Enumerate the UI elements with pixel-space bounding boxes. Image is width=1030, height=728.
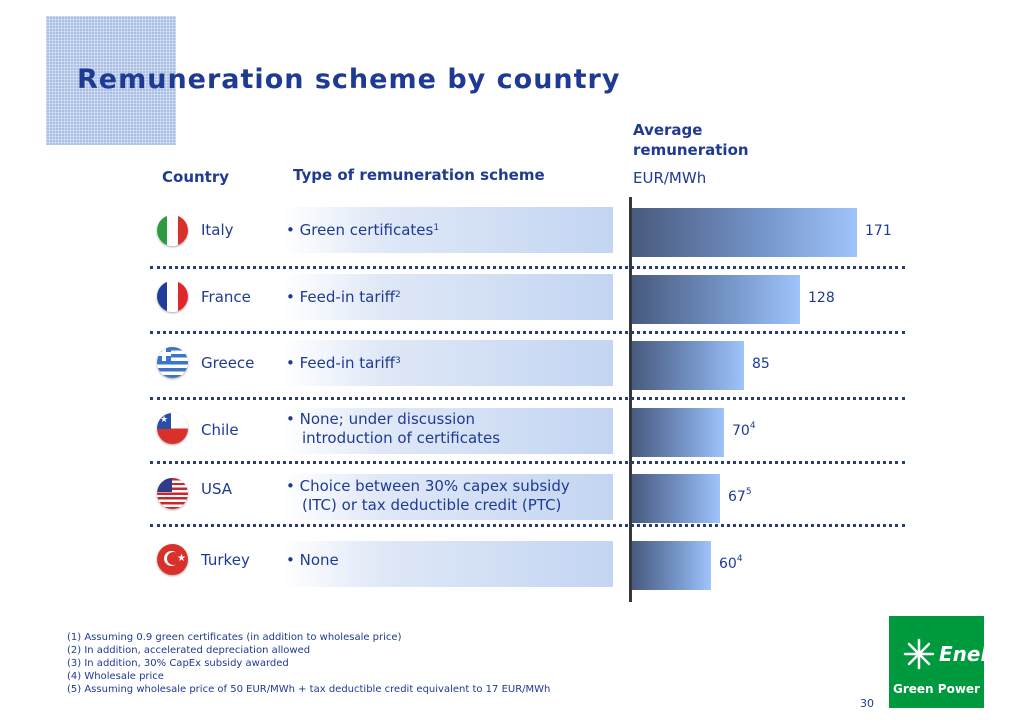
- row-band: [283, 541, 613, 587]
- turkey-flag-icon: ★: [157, 544, 188, 575]
- value-label-greece: 85: [752, 356, 770, 372]
- value-label-italy: 171: [865, 223, 892, 239]
- row-band: [283, 274, 613, 320]
- usa-flag-icon: [157, 478, 188, 509]
- row-band: [283, 474, 613, 520]
- value-label-france: 128: [808, 290, 835, 306]
- row-band: [283, 340, 613, 386]
- row-separator: [150, 266, 905, 269]
- scheme-france: • Feed-in tariff2: [286, 288, 401, 306]
- value-label-turkey: 604: [719, 554, 743, 572]
- decorative-pattern-square: [46, 16, 176, 145]
- chile-flag-icon: ★: [157, 413, 188, 444]
- value-label-number: 85: [752, 356, 770, 372]
- france-flag-icon: [157, 281, 188, 312]
- row-band: [283, 408, 613, 454]
- value-label-number: 67: [728, 489, 746, 505]
- header-scheme: Type of remuneration scheme: [293, 166, 545, 184]
- enel-green-power-logo: Enel Green Power: [889, 616, 988, 708]
- country-label-greece: Greece: [201, 354, 255, 372]
- scheme-chile: • None; under discussion introduction of …: [286, 410, 501, 447]
- footnote-5: (5) Assuming wholesale price of 50 EUR/M…: [67, 684, 551, 695]
- scheme-usa: • Choice between 30% capex subsidy (ITC) …: [286, 477, 570, 514]
- logo-subtitle: Green Power: [893, 682, 980, 696]
- country-label-italy: Italy: [201, 221, 234, 239]
- row-separator: [150, 331, 905, 334]
- header-unit: EUR/MWh: [633, 169, 707, 187]
- value-label-number: 171: [865, 223, 892, 239]
- chart-axis-line: [629, 197, 632, 602]
- bar-france: [632, 275, 800, 324]
- bar-greece: [632, 341, 744, 390]
- scheme-greece: • Feed-in tariff3: [286, 354, 401, 372]
- italy-flag-icon: [157, 215, 188, 246]
- value-label-number: 128: [808, 290, 835, 306]
- country-label-usa: USA: [201, 480, 233, 498]
- value-label-footnote-ref: 5: [745, 487, 752, 497]
- footnote-4: (4) Wholesale price: [67, 671, 164, 682]
- page-title: Remuneration scheme by country: [77, 64, 621, 95]
- enel-sun-icon: [903, 638, 935, 670]
- bar-italy: [632, 208, 857, 257]
- bar-usa: [632, 474, 720, 523]
- country-label-france: France: [201, 288, 251, 306]
- value-label-footnote-ref: 4: [736, 554, 743, 564]
- footnote-3: (3) In addition, 30% CapEx subsidy award…: [67, 658, 289, 669]
- logo-brand: Enel: [939, 642, 988, 666]
- value-label-number: 70: [732, 423, 750, 439]
- footnote-1: (1) Assuming 0.9 green certificates (in …: [67, 632, 402, 643]
- row-separator: [150, 461, 905, 464]
- country-label-turkey: Turkey: [201, 551, 250, 569]
- bar-chile: [632, 408, 724, 457]
- header-average: Average: [633, 121, 703, 139]
- page-number: 30: [860, 697, 874, 710]
- row-separator: [150, 397, 905, 400]
- row-band: [283, 207, 613, 253]
- value-label-footnote-ref: 4: [749, 421, 756, 431]
- country-label-chile: Chile: [201, 421, 239, 439]
- scheme-turkey: • None: [286, 551, 339, 569]
- header-remuneration: remuneration: [633, 141, 749, 159]
- greece-flag-icon: [157, 347, 188, 378]
- scheme-italy: • Green certificates1: [286, 221, 440, 239]
- bar-turkey: [632, 541, 711, 590]
- value-label-number: 60: [719, 556, 737, 572]
- row-separator: [150, 524, 905, 527]
- footnotes: (1) Assuming 0.9 green certificates (in …: [67, 631, 550, 696]
- header-country: Country: [162, 168, 230, 186]
- value-label-chile: 704: [732, 421, 756, 439]
- value-label-usa: 675: [728, 487, 752, 505]
- footnote-2: (2) In addition, accelerated depreciatio…: [67, 645, 311, 656]
